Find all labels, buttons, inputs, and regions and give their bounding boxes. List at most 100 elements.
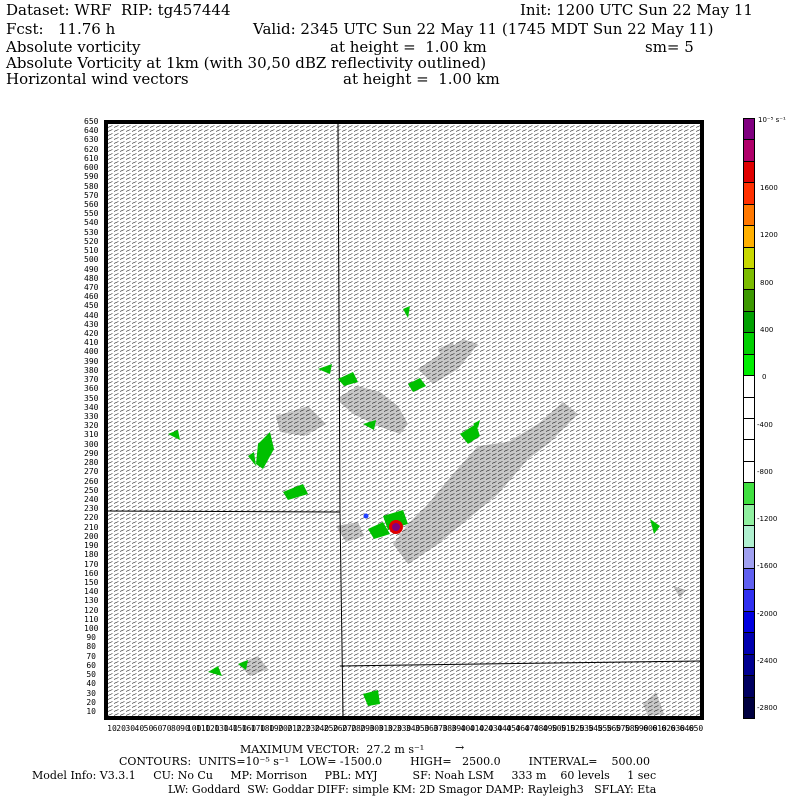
x-axis-label: 460	[515, 724, 530, 733]
wind-vectors	[108, 124, 700, 716]
colorbar-swatch	[743, 525, 755, 548]
x-axis-label: 380	[442, 724, 457, 733]
x-axis-label: 130	[214, 724, 229, 733]
x-axis-label: 290	[360, 724, 375, 733]
y-axis-label: 510	[84, 246, 99, 256]
y-axis-label: 380	[84, 365, 99, 375]
x-axis-label: 360	[424, 724, 439, 733]
vector-height: at height = 1.00 km	[343, 70, 500, 88]
y-axis-label: 290	[84, 448, 99, 458]
colorbar-swatch	[743, 396, 755, 419]
colorbar-swatch	[743, 610, 755, 634]
y-axis-label: 10	[86, 707, 96, 716]
colorbar-label: -800	[757, 467, 773, 476]
colorbar-swatch	[743, 353, 755, 377]
y-axis-label: 50	[86, 670, 96, 680]
x-axis-label: 350	[415, 724, 430, 733]
colorbar-swatch	[743, 418, 755, 441]
x-axis-label: 410	[469, 724, 485, 733]
y-axis-label: 400	[84, 347, 99, 357]
y-axis-label: 80	[86, 642, 96, 652]
y-axis-label: 130	[84, 596, 99, 606]
x-axis-label: 180	[259, 724, 275, 733]
init-time: Init: 1200 UTC Sun 22 May 11	[520, 1, 753, 19]
y-axis-label: 610	[84, 153, 99, 163]
x-axis-label: 470	[524, 724, 539, 733]
vorticity-maximum	[363, 513, 403, 534]
x-axis-label: 440	[497, 724, 512, 733]
x-axis-label: 580	[624, 724, 640, 733]
colorbar-swatch	[743, 482, 755, 505]
x-axis-label: 250	[323, 724, 339, 733]
x-axis-label: 390	[451, 724, 466, 733]
x-axis-label: 10	[107, 724, 117, 733]
colorbar-swatch	[743, 225, 755, 248]
colorbar-swatch	[743, 332, 755, 355]
colorbar-label: -1600	[757, 562, 778, 571]
x-axis-label: 560	[606, 724, 622, 733]
colorbar-label: -1200	[757, 515, 778, 524]
y-axis-label: 650	[84, 117, 99, 126]
y-axis-label: 620	[84, 144, 99, 154]
colorbar-swatch	[743, 246, 755, 269]
x-axis-label: 540	[588, 724, 603, 733]
y-axis-label: 300	[84, 439, 99, 449]
x-axis-label: 200	[278, 724, 293, 733]
colorbar-swatch	[743, 546, 755, 569]
y-axis-label: 570	[84, 190, 99, 200]
y-axis-label: 420	[84, 329, 99, 339]
colorbar-swatch	[743, 696, 755, 719]
x-axis-label: 160	[241, 724, 257, 733]
y-axis-label: 490	[84, 264, 99, 274]
x-axis-label: 640	[679, 724, 695, 733]
x-axis-label: 230	[305, 724, 320, 733]
y-axis-label: 70	[86, 651, 96, 661]
colorbar-label: 400	[760, 325, 774, 334]
y-axis-label: 280	[84, 458, 99, 468]
colorbar-swatch	[743, 118, 755, 141]
map-panel	[104, 120, 704, 720]
y-axis-label: 370	[84, 375, 99, 385]
x-axis-label: 240	[314, 724, 330, 733]
x-axis-label: 210	[287, 724, 302, 733]
contour-info: CONTOURS: UNITS=10⁻⁵ s⁻¹ LOW= -1500.0 HI…	[119, 755, 650, 768]
y-axis-label: 110	[84, 614, 99, 624]
x-axis-label: 110	[196, 724, 211, 733]
y-axis-label: 440	[84, 310, 99, 320]
x-axis-label: 100	[186, 724, 202, 733]
y-axis-label: 330	[84, 412, 99, 421]
colorbar-label: -400	[757, 420, 773, 429]
y-axis-label: 540	[84, 218, 99, 228]
y-axis-label: 140	[84, 587, 99, 597]
colorbar-swatch	[743, 289, 755, 312]
y-axis-label: 640	[84, 126, 99, 136]
y-axis-label: 590	[84, 172, 99, 182]
state-boundaries	[108, 124, 700, 716]
x-axis-label: 490	[542, 724, 558, 733]
y-axis-label: 600	[84, 163, 99, 173]
x-axis-label: 340	[405, 724, 421, 733]
y-axis-label: 560	[84, 199, 99, 209]
x-axis-label: 420	[478, 724, 494, 733]
colorbar-swatch	[743, 268, 755, 291]
colorbar-swatch	[743, 503, 755, 527]
colorbar-swatch	[743, 182, 755, 205]
y-axis-label: 470	[84, 282, 99, 292]
y-axis-label: 500	[84, 255, 99, 265]
y-axis-label: 360	[84, 384, 99, 394]
x-axis-label: 140	[223, 724, 238, 733]
y-axis-label: 160	[84, 568, 99, 578]
y-axis-label: 240	[84, 494, 99, 504]
y-axis-label: 150	[84, 577, 99, 587]
y-axis-label: 460	[84, 292, 99, 302]
y-axis-label: 530	[84, 227, 99, 237]
x-axis-label: 90	[180, 724, 190, 733]
field-name: Absolute vorticity	[6, 38, 141, 56]
vector-description: Horizontal wind vectors	[6, 70, 189, 88]
valid-time: Valid: 2345 UTC Sun 22 May 11 (1745 MDT …	[253, 20, 714, 38]
x-axis-label: 590	[634, 724, 649, 733]
x-axis-label: 370	[433, 724, 448, 733]
x-axis-label: 620	[661, 724, 676, 733]
x-axis-label: 430	[488, 724, 503, 733]
y-axis-label: 20	[86, 697, 96, 707]
